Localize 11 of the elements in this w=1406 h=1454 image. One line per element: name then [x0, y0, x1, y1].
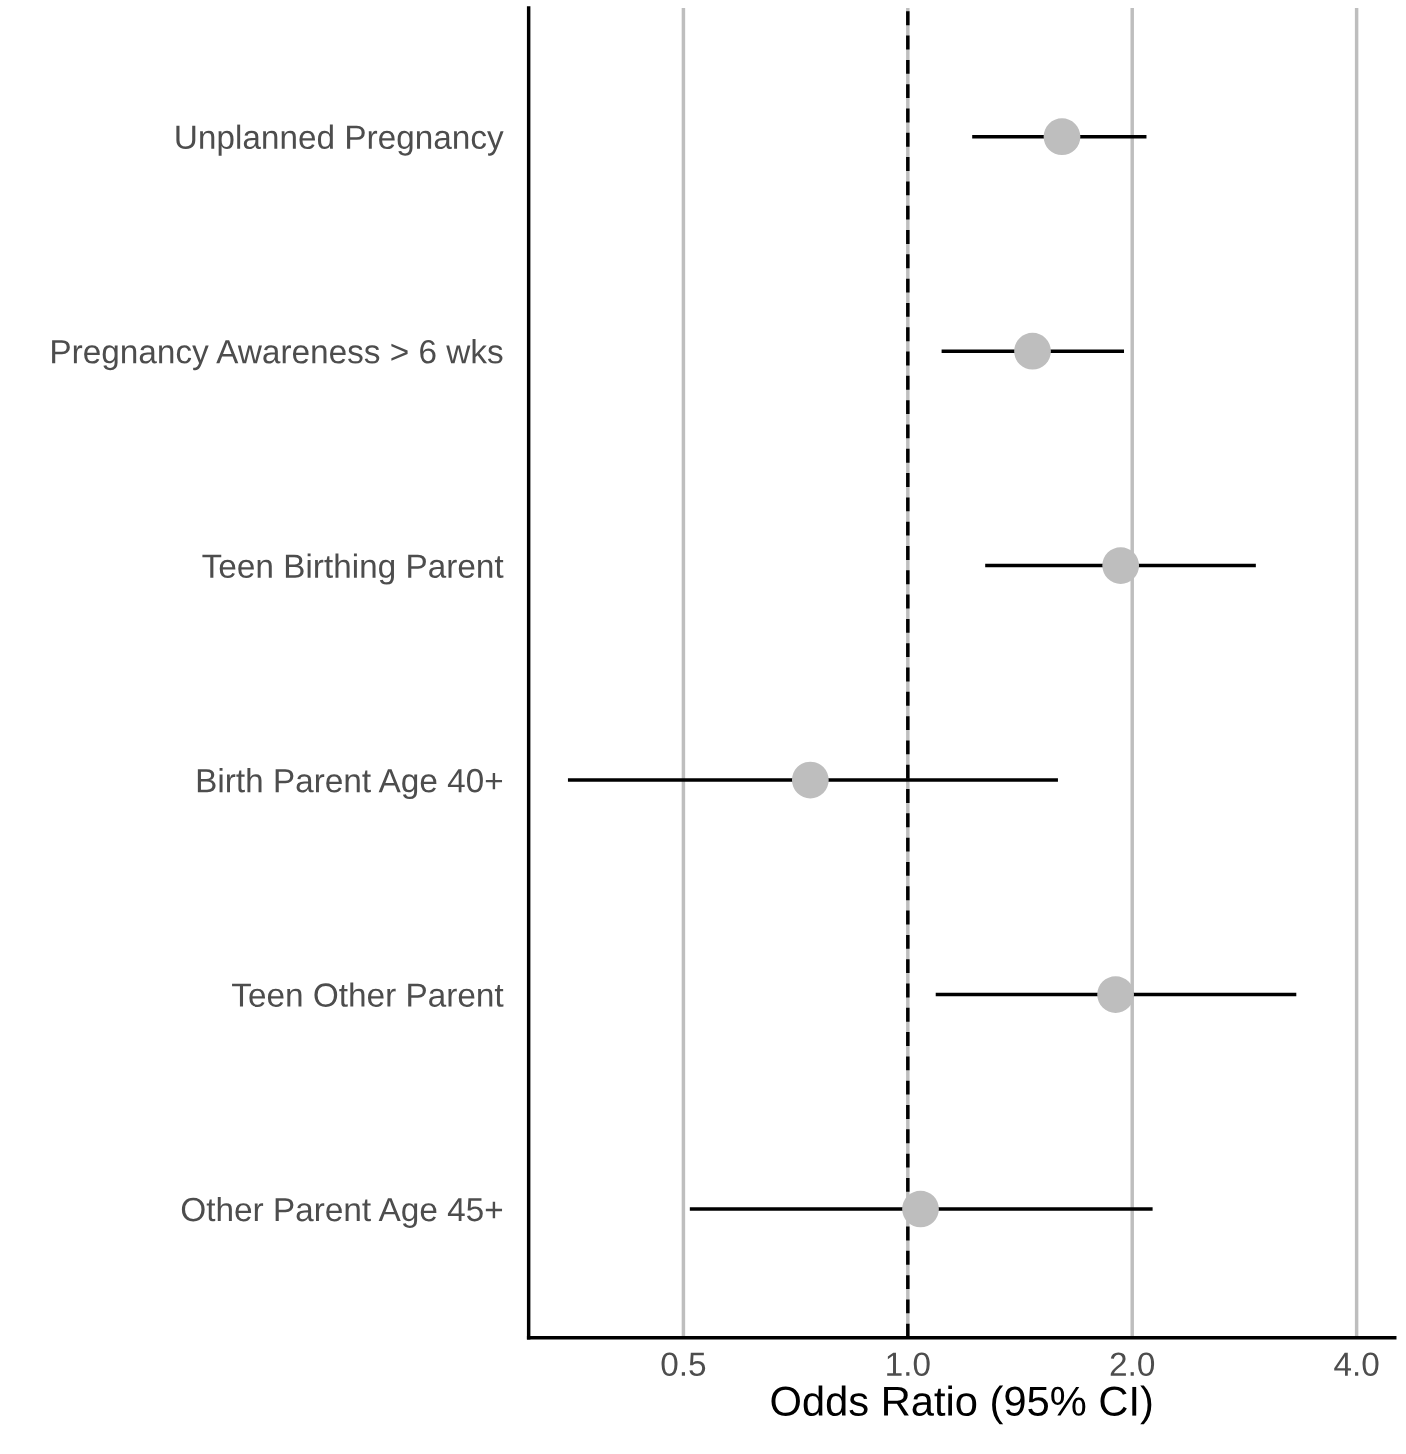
y-tick-label: Birth Parent Age 40+ — [197, 767, 503, 800]
y-tick-label: Unplanned Pregnancy — [176, 124, 504, 156]
x-axis-title: Odds Ratio (95% CI) — [771, 1385, 1152, 1425]
x-tick-label: 4.0 — [1334, 1352, 1379, 1377]
x-tick-label: 2.0 — [1110, 1352, 1155, 1377]
x-tick-label: 0.5 — [661, 1352, 706, 1377]
y-tick-label: Pregnancy Awareness > 6 wks — [52, 339, 503, 371]
y-tick-label: Teen Other Parent — [232, 982, 504, 1007]
x-tick-label: 1.0 — [887, 1352, 930, 1377]
y-tick-label: Other Parent Age 45+ — [181, 1196, 503, 1228]
y-tick-label: Teen Birthing Parent — [202, 553, 504, 585]
